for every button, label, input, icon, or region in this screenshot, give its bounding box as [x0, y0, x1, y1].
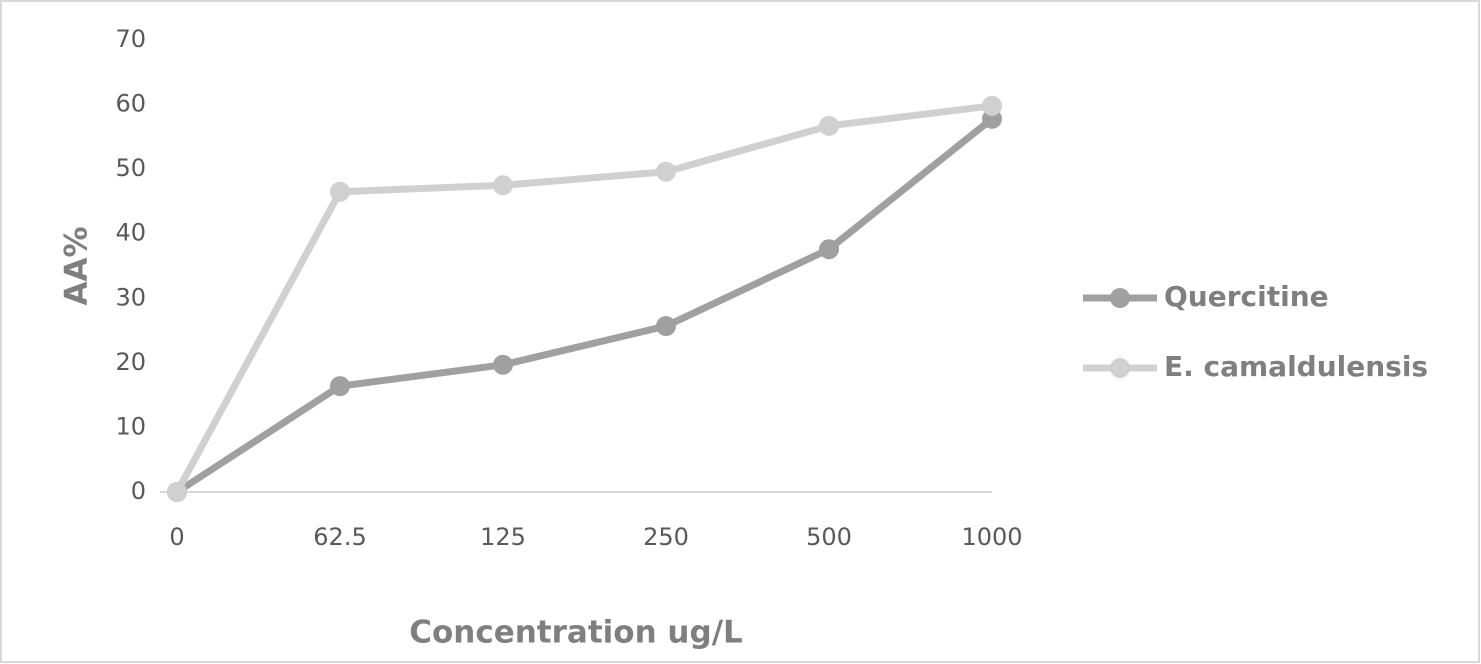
y-tick-label: 10 [115, 412, 146, 440]
series-line [173, 102, 993, 494]
y-tick-label: 70 [115, 25, 146, 53]
x-tick-label: 62.5 [313, 523, 366, 551]
x-tick-label: 1000 [961, 523, 1022, 551]
x-tick-label: 0 [169, 523, 184, 551]
y-tick-label: 0 [131, 477, 146, 505]
y-tick-label: 40 [115, 219, 146, 247]
marker [656, 161, 676, 182]
x-tick-label: 125 [480, 523, 526, 551]
marker [493, 175, 513, 196]
legend-label: E. camaldulensis [1164, 350, 1428, 383]
legend-label: Quercitine [1164, 280, 1329, 313]
x-tick-label: 500 [806, 523, 852, 551]
y-axis-title: AA% [59, 226, 95, 305]
marker [656, 316, 676, 337]
marker [493, 354, 513, 375]
x-axis-title: Concentration ug/L [409, 615, 743, 651]
marker [819, 239, 839, 260]
legend-marker [1110, 358, 1130, 378]
y-tick-label: 60 [115, 90, 146, 118]
marker [819, 115, 839, 136]
marker [330, 376, 350, 397]
series-line [175, 116, 995, 495]
y-tick-label: 50 [115, 154, 146, 182]
y-tick-label: 20 [115, 348, 146, 376]
marker [167, 482, 187, 502]
marker [330, 181, 350, 202]
legend-marker [1110, 288, 1130, 308]
marker [982, 95, 1002, 116]
y-tick-label: 30 [115, 283, 146, 311]
x-tick-label: 250 [643, 523, 689, 551]
